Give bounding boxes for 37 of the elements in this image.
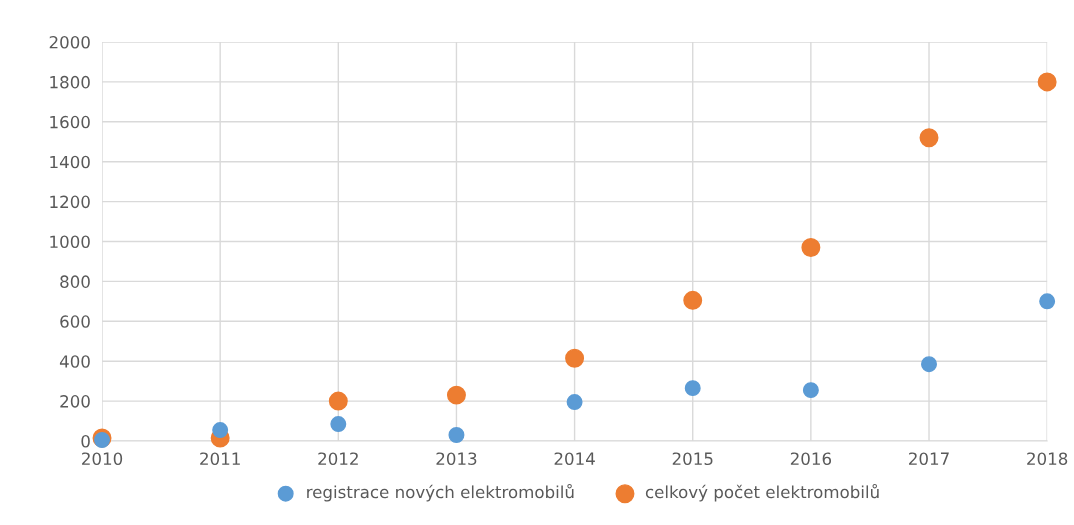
point (448, 427, 465, 443)
x-tick-label: 2018 (1027, 452, 1068, 466)
y-tick-label: 1200 (50, 195, 90, 209)
x-tick-label: 2011 (200, 452, 240, 466)
y-tick-label: 400 (59, 355, 90, 368)
y-tick-label: 800 (60, 275, 90, 288)
legend-label: celkový počet elektromobilů (645, 483, 879, 502)
x-tick-label: 2010 (82, 452, 123, 466)
x-tick-label: 2017 (909, 452, 949, 466)
legend-label: registrace nových elektromobilů (307, 483, 574, 502)
point (919, 128, 939, 148)
y-tick-label: 1800 (50, 75, 90, 89)
point (1039, 293, 1056, 310)
point (921, 356, 937, 373)
y-tick-label: 1000 (50, 235, 90, 249)
point (446, 385, 466, 405)
point (330, 416, 347, 433)
point (802, 382, 819, 399)
point (683, 290, 703, 310)
point (565, 348, 585, 368)
point (684, 380, 701, 397)
y-tick-label: 600 (60, 315, 90, 328)
x-tick-label: 2016 (790, 452, 832, 466)
point (566, 394, 583, 411)
y-tick-label: 200 (60, 395, 90, 408)
y-tick-label: 1400 (50, 155, 90, 169)
x-tick-label: 2012 (318, 452, 358, 466)
point (328, 391, 348, 411)
y-tick-label: 0 (81, 434, 90, 448)
point (801, 238, 821, 257)
x-tick-label: 2014 (554, 452, 595, 466)
x-tick-label: 2013 (436, 452, 477, 466)
y-tick-label: 1600 (50, 115, 90, 129)
point (1037, 72, 1057, 92)
point (212, 422, 229, 439)
y-tick-label: 2000 (49, 35, 90, 49)
x-tick-label: 2015 (672, 452, 713, 466)
